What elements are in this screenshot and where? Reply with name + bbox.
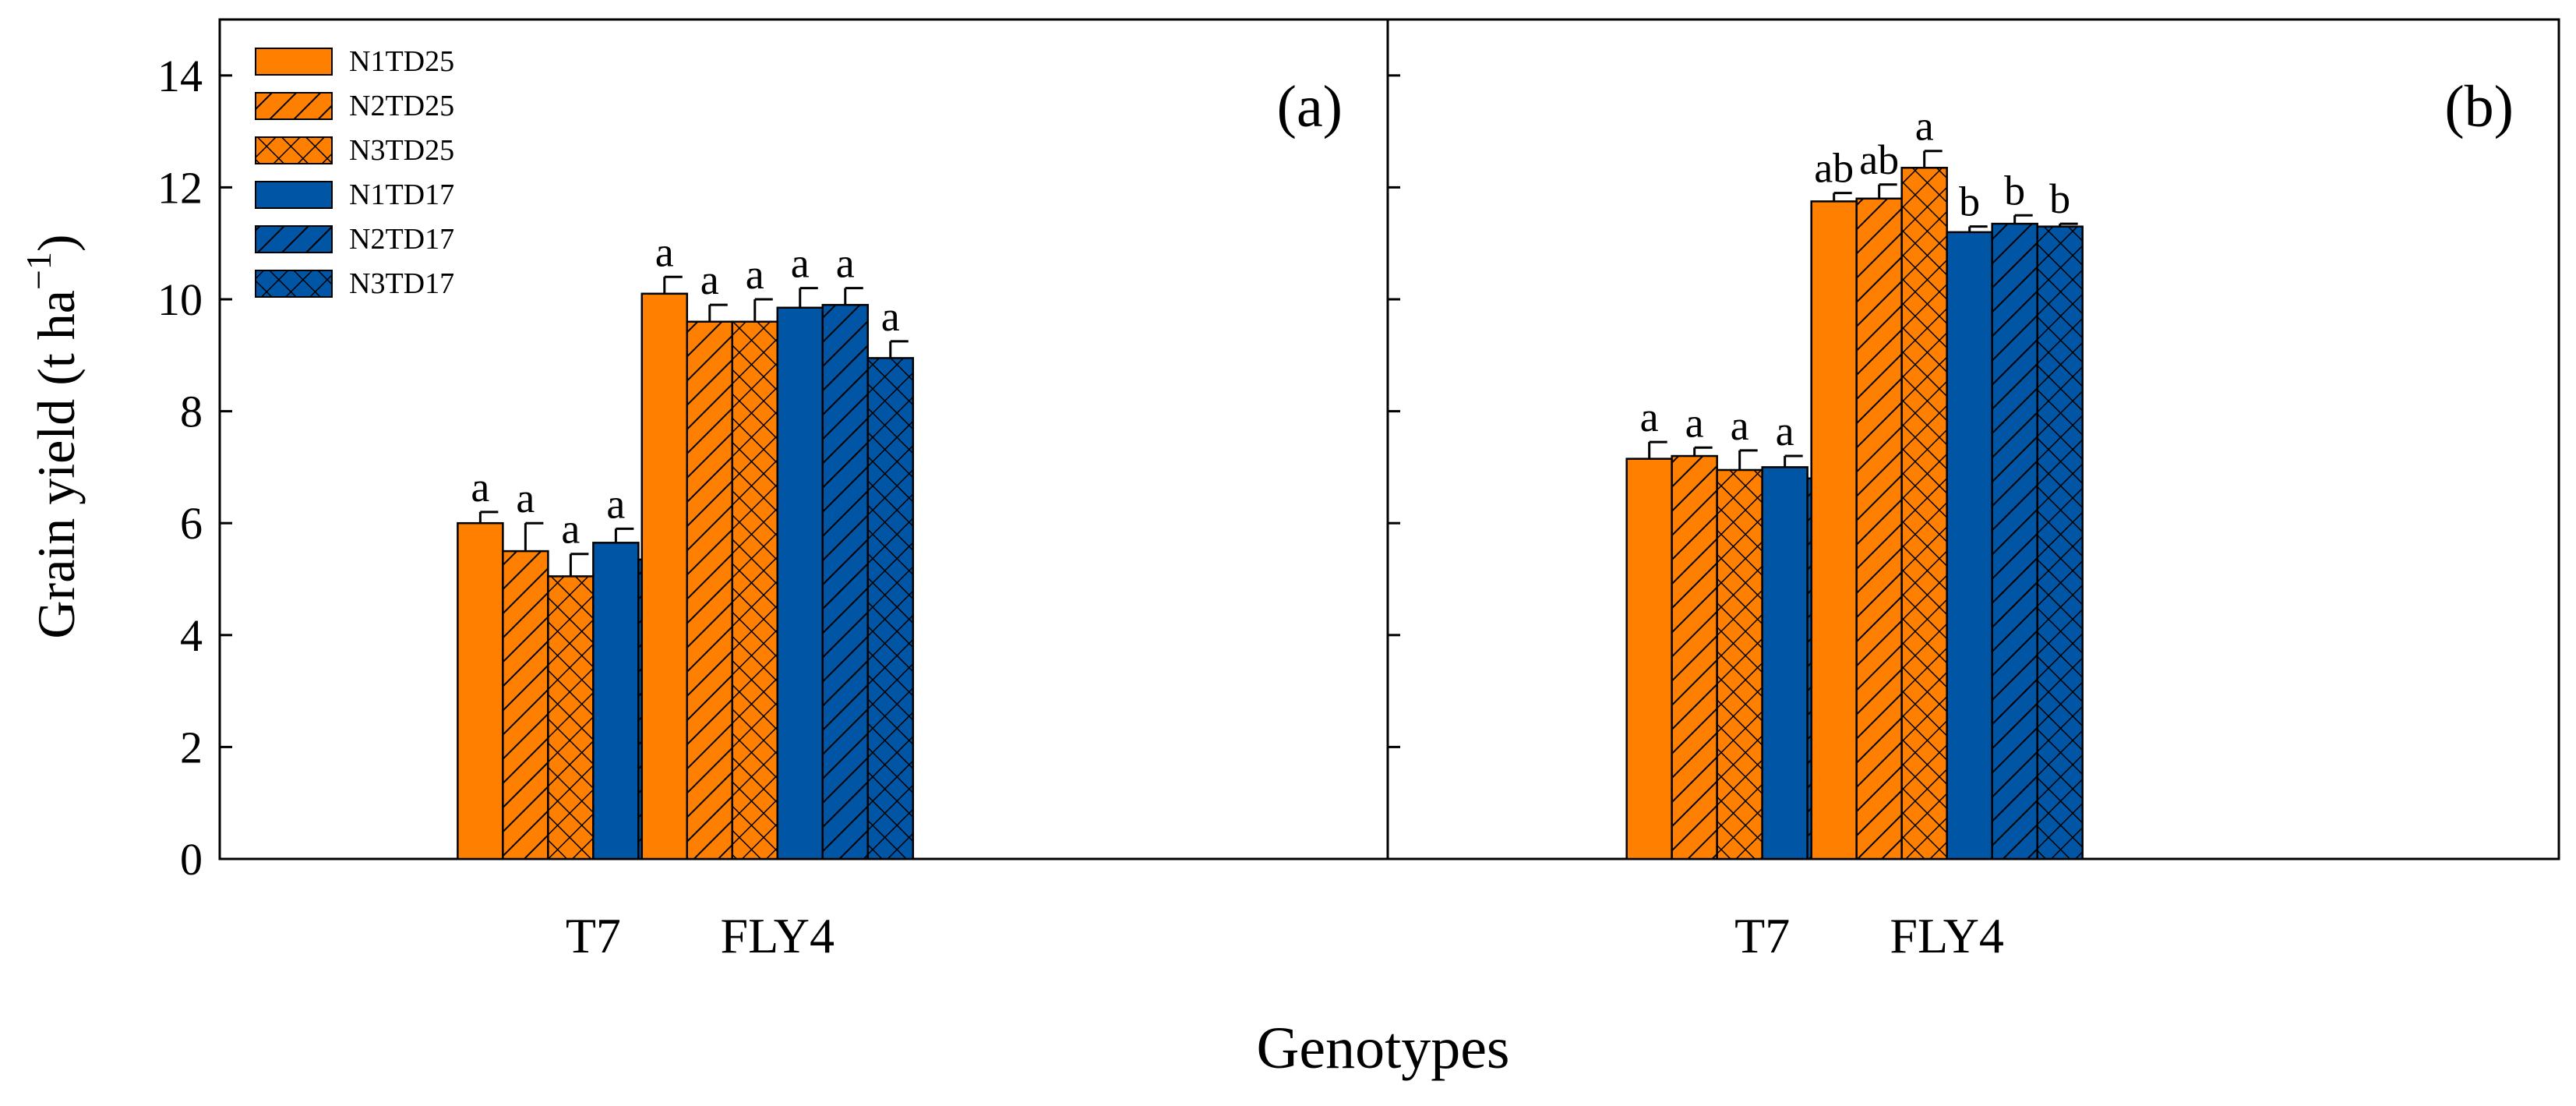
- panel-label: (b): [2444, 74, 2514, 140]
- panel-a: 02468101214T7aaaaaaFLY4aaaaaa(a): [157, 18, 1389, 963]
- legend-label: N1TD17: [349, 178, 454, 211]
- bar-n1td17-fly4: [1946, 231, 1993, 860]
- significance-letter: a: [746, 251, 764, 298]
- x-axis-title: Genotypes: [1256, 1016, 1509, 1081]
- bar-n1td17-t7: [592, 542, 640, 860]
- bar-n2td17-fly4: [1991, 222, 2038, 860]
- legend-swatch-n3td17: [255, 270, 333, 298]
- x-tick-label: FLY4: [1890, 908, 2004, 963]
- bar-n3td25-t7: [1716, 468, 1763, 860]
- significance-letter: a: [700, 256, 719, 303]
- bar-n1td25-t7: [1625, 458, 1673, 860]
- significance-letter: ab: [1814, 145, 1854, 192]
- significance-letter: a: [836, 240, 855, 287]
- legend-label: N3TD25: [349, 134, 454, 167]
- significance-letter: a: [561, 506, 580, 553]
- significance-letter: a: [471, 464, 489, 511]
- legend-label: N2TD17: [349, 223, 454, 256]
- significance-letter: a: [1731, 402, 1749, 449]
- legend-label: N1TD25: [349, 45, 454, 78]
- y-tick-label: 12: [157, 162, 203, 213]
- y-axis-title-sup: −1: [19, 252, 58, 290]
- significance-letter: b: [1959, 178, 1980, 225]
- y-tick-label: 8: [180, 387, 203, 437]
- significance-letter: a: [1640, 394, 1659, 440]
- legend-label: N3TD17: [349, 267, 454, 300]
- x-tick-label: T7: [566, 908, 621, 963]
- bar-n1td17-t7: [1761, 466, 1808, 860]
- significance-letter: a: [791, 240, 810, 287]
- panel-label: (a): [1277, 74, 1343, 140]
- bar-n1td25-fly4: [1810, 200, 1858, 860]
- bar-n3td17-fly4: [866, 357, 915, 860]
- bar-n2td25-fly4: [686, 320, 734, 860]
- significance-letter: ab: [1859, 136, 1899, 183]
- panel-b: T7aaaaabFLY4abababbb(b): [1386, 18, 2560, 963]
- significance-letter: a: [655, 228, 674, 275]
- y-axis-title-text: Grain yield (t ha: [26, 290, 86, 639]
- y-axis-title-close: ): [26, 234, 86, 252]
- significance-letter: b: [2049, 175, 2070, 222]
- legend-swatch-n3td25: [255, 136, 333, 164]
- significance-letter: a: [881, 293, 900, 340]
- significance-letter: a: [1915, 103, 1934, 150]
- legend-swatch-n2td17: [255, 225, 333, 253]
- bar-n2td25-t7: [502, 549, 549, 860]
- significance-letter: a: [606, 480, 625, 527]
- legend-swatch-n2td25: [255, 92, 333, 120]
- bar-n1td25-fly4: [640, 292, 689, 860]
- y-tick-label: 14: [157, 51, 203, 101]
- bar-n3td25-t7: [547, 575, 595, 860]
- bar-n3td25-fly4: [731, 320, 779, 860]
- legend-swatch-n1td25: [255, 48, 333, 76]
- x-tick-label: FLY4: [721, 908, 835, 963]
- legend-swatch-n1td17: [255, 181, 333, 209]
- significance-letter: b: [2004, 167, 2025, 214]
- y-tick-label: 0: [180, 834, 203, 885]
- y-tick-label: 4: [180, 610, 203, 661]
- bar-n2td25-t7: [1671, 454, 1718, 860]
- y-axis-title: Grain yield (t ha−1): [19, 234, 86, 638]
- bar-n1td25-t7: [457, 521, 504, 860]
- y-tick-label: 2: [180, 722, 203, 772]
- legend: N1TD25 N2TD25 N3TD25 N1TD17 N2TD17 N3TD17: [255, 45, 454, 300]
- bar-n2td17-fly4: [821, 303, 870, 860]
- significance-letter: a: [1685, 399, 1704, 446]
- y-tick-label: 6: [180, 498, 203, 549]
- significance-letter: a: [516, 475, 535, 521]
- bar-n2td25-fly4: [1855, 197, 1903, 860]
- significance-letter: a: [1776, 408, 1794, 454]
- bar-n3td17-fly4: [2036, 225, 2084, 860]
- x-tick-label: T7: [1734, 908, 1790, 963]
- bar-n3td25-fly4: [1900, 167, 1948, 860]
- legend-label: N2TD25: [349, 90, 454, 122]
- y-tick-label: 10: [157, 274, 203, 325]
- bar-n1td17-fly4: [776, 306, 824, 860]
